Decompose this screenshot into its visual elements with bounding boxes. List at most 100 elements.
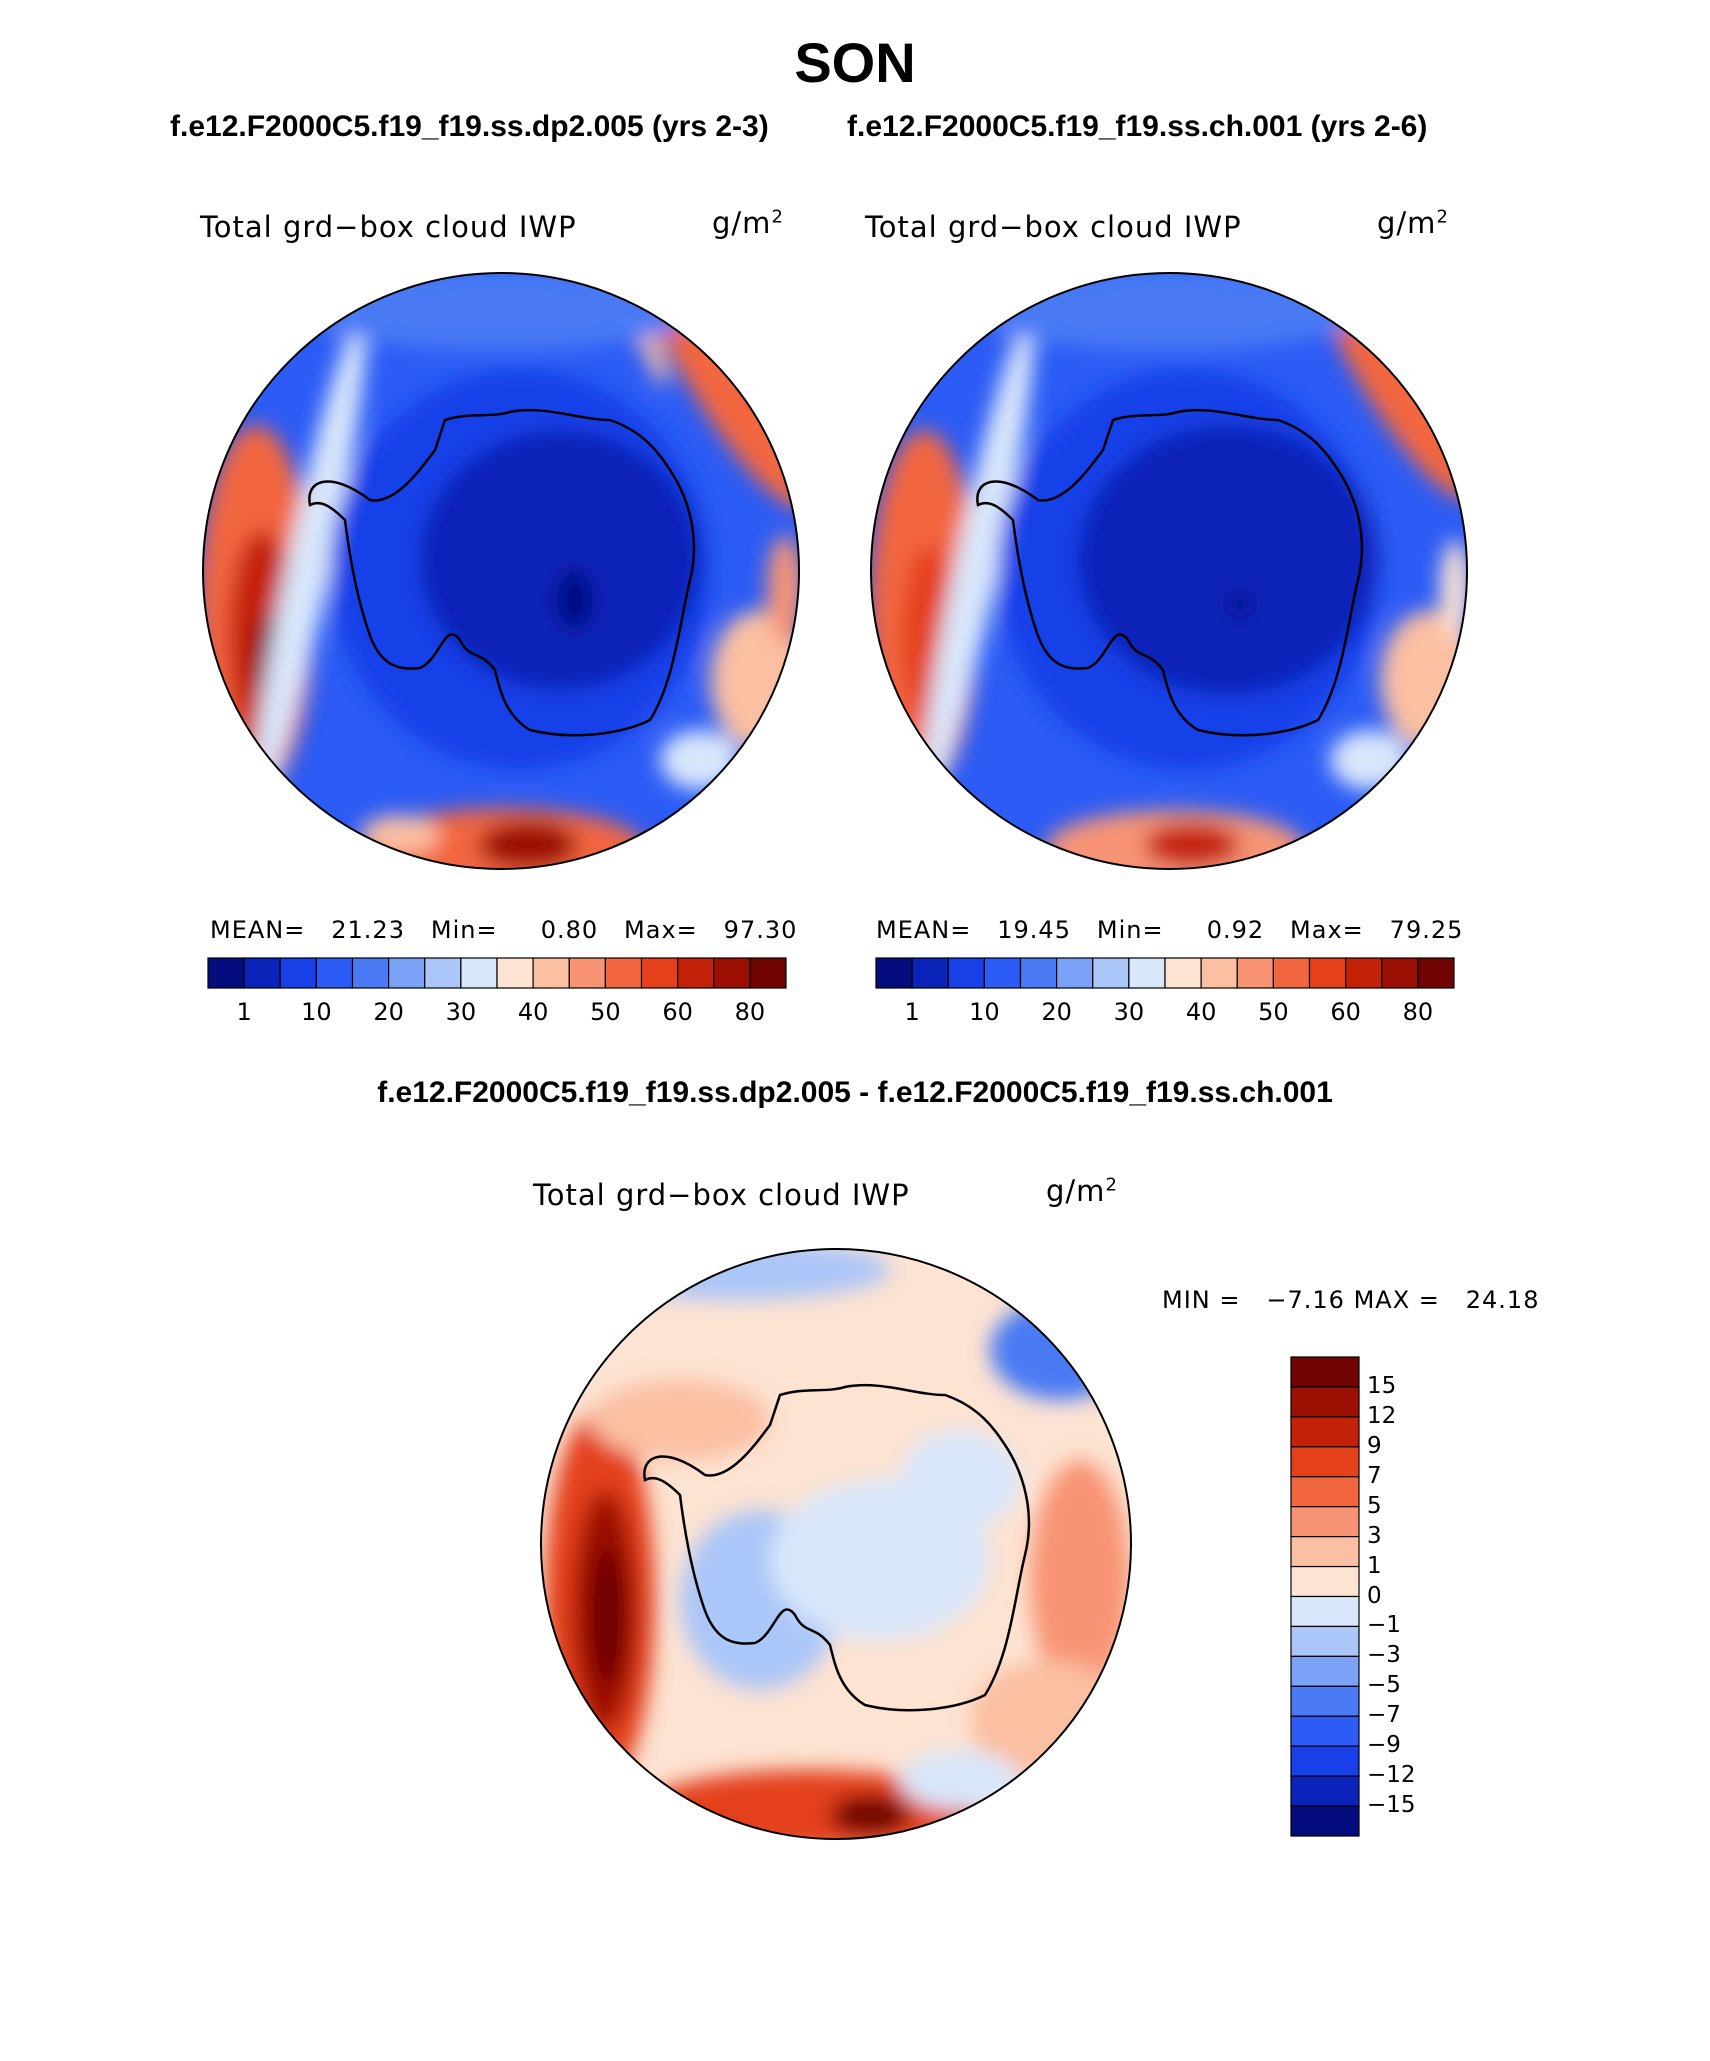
panel-2-colorbar-swatch	[1272, 957, 1311, 989]
panel-1-stats: MEAN= 21.23 Min= 0.80 Max= 97.30	[210, 916, 798, 944]
panel-2-colorbar-swatch	[1345, 957, 1383, 989]
difference-colorbar-swatch	[1290, 1655, 1360, 1687]
panel-2-colorbar-swatch	[983, 957, 1022, 989]
panel-1-colorbar-swatch	[243, 957, 281, 989]
panel-1-colorbar-swatch	[351, 957, 390, 989]
diff-variable-label: Total grd−box cloud IWP	[533, 1178, 910, 1212]
panel-2-colorbar-tick-label: 60	[1330, 998, 1361, 1026]
panel-2-colorbar-swatch	[1381, 957, 1419, 989]
difference-colorbar-swatch	[1290, 1745, 1360, 1777]
panel-2-coastline	[976, 408, 1364, 737]
panel-1-colorbar-tick-label: 60	[662, 998, 693, 1026]
panel-1-colorbar-swatch	[604, 957, 643, 989]
panel-2-colorbar	[875, 957, 1455, 989]
panel-1-colorbar-swatch	[424, 957, 462, 989]
panel-1-colorbar-tick-label: 30	[445, 998, 477, 1026]
difference-colorbar	[1290, 1356, 1360, 1837]
difference-colorbar-tick-label: 9	[1367, 1432, 1382, 1459]
panel-1-colorbar-swatch	[388, 957, 426, 989]
panel-1-colorbar-tick-label: 20	[373, 998, 404, 1026]
panel-2-stats: MEAN= 19.45 Min= 0.92 Max= 79.25	[876, 916, 1464, 944]
panel-1-colorbar-swatch	[496, 957, 534, 989]
difference-colorbar-tick-label: 5	[1367, 1492, 1382, 1519]
panel-1-case-title: f.e12.F2000C5.f19_f19.ss.dp2.005 (yrs 2-…	[170, 110, 769, 143]
panel-1-colorbar-swatch	[532, 957, 570, 989]
difference-colorbar-tick-label: −1	[1367, 1612, 1401, 1639]
panel-1-variable-label: Total grd−box cloud IWP	[200, 210, 577, 244]
panel-2-colorbar-tick-label: 20	[1041, 998, 1072, 1026]
difference-colorbar-tick-label: −9	[1367, 1732, 1401, 1759]
difference-colorbar-swatch	[1290, 1506, 1360, 1538]
panel-2-colorbar-swatch	[1092, 957, 1130, 989]
difference-colorbar-tick-label: 1	[1367, 1552, 1382, 1579]
difference-colorbar-swatch	[1290, 1356, 1360, 1388]
panel-2-colorbar-swatch	[911, 957, 949, 989]
diff-minmax: MIN = −7.16 MAX = 24.18	[1162, 1286, 1540, 1314]
difference-colorbar-tick-label: −5	[1367, 1672, 1401, 1699]
difference-colorbar-swatch	[1290, 1416, 1360, 1448]
difference-colorbar-tick-label: 0	[1367, 1582, 1382, 1609]
difference-colorbar-swatch	[1290, 1805, 1360, 1837]
panel-2-colorbar-tick-label: 40	[1185, 998, 1217, 1026]
panel-2-colorbar-swatch	[1236, 957, 1274, 989]
difference-colorbar-swatch	[1290, 1685, 1360, 1717]
difference-colorbar-swatch	[1290, 1565, 1360, 1598]
panel-2-colorbar-swatch	[1056, 957, 1094, 989]
difference-colorbar-tick-label: −15	[1367, 1792, 1416, 1819]
difference-title: f.e12.F2000C5.f19_f19.ss.dp2.005 - f.e12…	[377, 1076, 1333, 1109]
panel-2-colorbar-tick-label: 1	[904, 998, 920, 1026]
panel-1-colorbar-swatch	[207, 957, 245, 989]
panel-1-colorbar	[207, 957, 787, 989]
panel-1-colorbar-swatch	[568, 957, 606, 989]
difference-colorbar-swatch	[1290, 1476, 1360, 1508]
panel-1-colorbar-tick-label: 1	[236, 998, 252, 1026]
difference-colorbar-swatch	[1290, 1595, 1360, 1628]
difference-colorbar-swatch	[1290, 1386, 1360, 1418]
panel-1-colorbar-swatch	[749, 957, 787, 989]
panel-2-colorbar-swatch	[947, 957, 985, 989]
panel-2-colorbar-swatch	[875, 957, 913, 989]
difference-colorbar-swatch	[1290, 1536, 1360, 1568]
panel-2-unit-label: g/m2	[1377, 206, 1449, 240]
difference-colorbar-tick-label: −3	[1367, 1642, 1401, 1669]
panel-2-colorbar-tick-label: 30	[1113, 998, 1145, 1026]
panel-2-colorbar-tick-label: 50	[1258, 998, 1289, 1026]
panel-1-colorbar-swatch	[279, 957, 317, 989]
panel-1-coastline	[308, 408, 696, 737]
panel-2-colorbar-swatch	[1200, 957, 1238, 989]
difference-colorbar-swatch	[1290, 1715, 1360, 1747]
panel-1-colorbar-swatch	[315, 957, 354, 989]
difference-map	[540, 1248, 1132, 1840]
panel-2-case-title: f.e12.F2000C5.f19_f19.ss.ch.001 (yrs 2-6…	[847, 110, 1428, 143]
difference-colorbar-tick-label: −12	[1367, 1762, 1416, 1789]
panel-2-colorbar-swatch	[1308, 957, 1347, 989]
difference-colorbar-tick-label: 15	[1367, 1372, 1397, 1399]
difference-coastline	[643, 1383, 1031, 1712]
panel-1-colorbar-tick-label: 80	[734, 998, 766, 1026]
difference-colorbar-swatch	[1290, 1625, 1360, 1657]
panel-1-colorbar-tick-label: 10	[301, 998, 332, 1026]
panel-1-colorbar-swatch	[460, 957, 498, 989]
difference-colorbar-swatch	[1290, 1446, 1360, 1478]
panel-1-unit-label: g/m2	[712, 206, 784, 240]
difference-colorbar-tick-label: 7	[1367, 1462, 1382, 1489]
difference-colorbar-tick-label: 12	[1367, 1402, 1397, 1429]
panel-2-colorbar-tick-label: 10	[969, 998, 1000, 1026]
panel-1-colorbar-swatch	[640, 957, 679, 989]
panel-2-map	[870, 272, 1468, 870]
panel-2-colorbar-swatch	[1417, 957, 1455, 989]
panel-1-colorbar-tick-label: 50	[590, 998, 621, 1026]
panel-2-colorbar-swatch	[1164, 957, 1202, 989]
panel-2-colorbar-tick-label: 80	[1402, 998, 1434, 1026]
difference-colorbar-tick-label: 3	[1367, 1522, 1382, 1549]
panel-1-colorbar-swatch	[677, 957, 715, 989]
difference-colorbar-swatch	[1290, 1775, 1360, 1807]
panel-2-colorbar-swatch	[1019, 957, 1058, 989]
panel-2-colorbar-swatch	[1128, 957, 1166, 989]
diff-unit-label: g/m2	[1046, 1174, 1118, 1208]
difference-colorbar-tick-label: −7	[1367, 1702, 1401, 1729]
panel-2-variable-label: Total grd−box cloud IWP	[865, 210, 1242, 244]
panel-1-map	[202, 272, 800, 870]
panel-1-colorbar-tick-label: 40	[517, 998, 549, 1026]
